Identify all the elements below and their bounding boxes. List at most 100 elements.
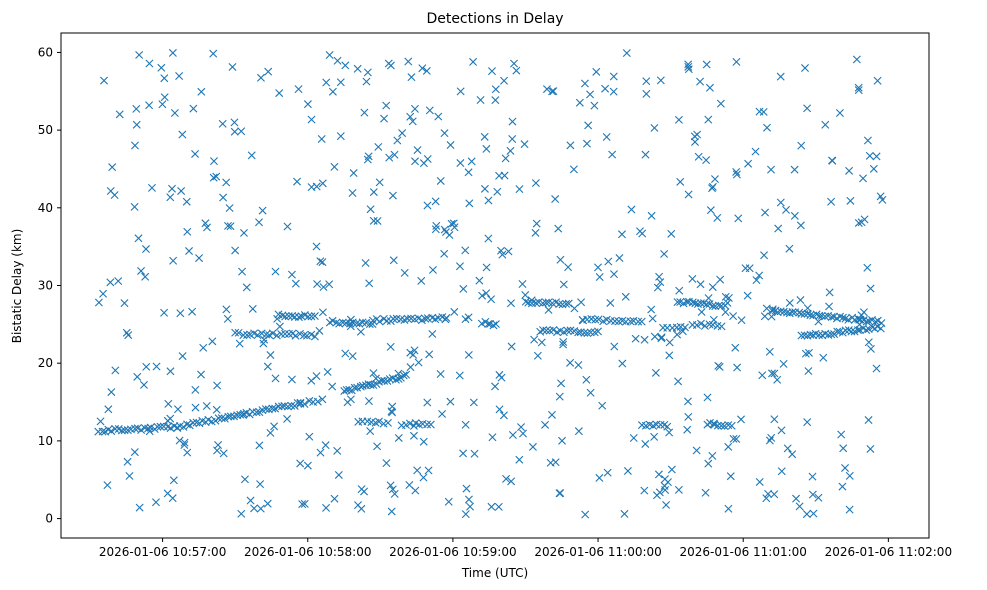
data-point-marker	[684, 412, 693, 421]
data-point-marker	[253, 331, 262, 340]
data-point-marker	[283, 222, 292, 231]
data-points	[94, 48, 887, 519]
data-point-marker	[797, 331, 806, 340]
data-point-marker	[362, 77, 371, 86]
data-point-marker	[214, 414, 223, 423]
data-point-marker	[648, 314, 657, 323]
data-point-marker	[356, 327, 365, 336]
data-point-marker	[804, 348, 813, 357]
data-point-marker	[107, 427, 116, 436]
data-point-marker	[803, 104, 812, 113]
data-point-marker	[462, 484, 471, 493]
data-point-marker	[303, 461, 312, 470]
data-point-marker	[570, 304, 579, 313]
data-point-marker	[277, 402, 286, 411]
data-point-marker	[569, 165, 578, 174]
data-point-marker	[300, 499, 309, 508]
data-point-marker	[564, 263, 573, 272]
data-point-marker	[704, 459, 713, 468]
data-point-marker	[358, 318, 367, 327]
data-point-marker	[758, 371, 767, 380]
data-point-marker	[715, 362, 724, 371]
data-point-marker	[825, 302, 834, 311]
data-point-marker	[574, 427, 583, 436]
data-point-marker	[361, 259, 370, 268]
data-point-marker	[528, 442, 537, 451]
data-point-marker	[455, 262, 464, 271]
data-point-marker	[382, 101, 391, 110]
data-point-marker	[584, 121, 593, 130]
data-point-marker	[674, 115, 683, 124]
data-point-marker	[770, 415, 779, 424]
data-point-marker	[106, 278, 115, 287]
data-point-marker	[656, 76, 665, 85]
data-point-marker	[704, 115, 713, 124]
data-point-marker	[566, 358, 575, 367]
data-point-marker	[491, 85, 500, 94]
data-point-marker	[414, 358, 423, 367]
data-point-marker	[321, 441, 330, 450]
y-tick-label: 10	[38, 434, 53, 448]
data-point-marker	[549, 325, 558, 334]
data-point-marker	[235, 339, 244, 348]
data-point-marker	[470, 449, 479, 458]
data-point-marker	[189, 418, 198, 427]
data-point-marker	[732, 167, 741, 176]
data-point-marker	[641, 439, 650, 448]
data-point-marker	[702, 60, 711, 69]
data-point-marker	[406, 112, 415, 121]
data-point-marker	[219, 193, 228, 202]
data-point-marker	[724, 442, 733, 451]
data-point-marker	[131, 424, 139, 433]
x-tick-label: 2026-01-06 11:00:00	[534, 545, 661, 559]
data-point-marker	[434, 112, 443, 121]
data-point-marker	[604, 257, 613, 266]
data-point-marker	[318, 308, 327, 317]
data-point-marker	[137, 266, 146, 275]
data-point-marker	[497, 246, 506, 255]
data-point-marker	[701, 488, 710, 497]
data-point-marker	[610, 342, 619, 351]
data-point-marker	[863, 136, 872, 145]
data-point-marker	[275, 322, 284, 331]
data-point-marker	[801, 349, 810, 358]
data-point-marker	[419, 473, 428, 482]
data-point-marker	[713, 213, 722, 222]
data-point-marker	[108, 163, 117, 172]
data-point-marker	[417, 276, 426, 285]
data-point-marker	[230, 127, 239, 136]
x-tick-label: 2026-01-06 11:02:00	[825, 545, 952, 559]
data-point-marker	[340, 386, 349, 395]
data-point-marker	[166, 193, 175, 202]
data-point-marker	[135, 50, 144, 59]
data-point-marker	[461, 246, 470, 255]
data-point-marker	[255, 218, 264, 227]
data-point-marker	[609, 87, 618, 96]
data-point-marker	[115, 110, 124, 119]
data-point-marker	[456, 87, 465, 96]
data-point-marker	[696, 280, 705, 289]
data-point-marker	[542, 85, 551, 94]
data-point-marker	[346, 315, 355, 324]
x-tick-label: 2026-01-06 11:01:00	[679, 545, 806, 559]
data-point-marker	[598, 401, 607, 410]
data-point-marker	[594, 327, 603, 336]
data-point-marker	[500, 76, 509, 85]
data-point-marker	[312, 372, 321, 381]
data-point-marker	[464, 313, 473, 322]
data-point-marker	[803, 304, 812, 313]
data-point-marker	[488, 433, 497, 442]
data-point-marker	[287, 375, 296, 384]
data-point-marker	[266, 351, 275, 360]
data-point-marker	[141, 245, 150, 254]
data-point-marker	[404, 57, 413, 66]
data-point-marker	[482, 144, 491, 153]
data-point-marker	[303, 100, 312, 109]
data-point-marker	[691, 137, 699, 146]
data-point-marker	[262, 330, 271, 339]
data-point-marker	[827, 313, 836, 321]
data-point-marker	[145, 101, 154, 110]
data-point-marker	[322, 78, 331, 87]
data-point-marker	[380, 114, 389, 123]
data-point-marker	[247, 151, 256, 160]
